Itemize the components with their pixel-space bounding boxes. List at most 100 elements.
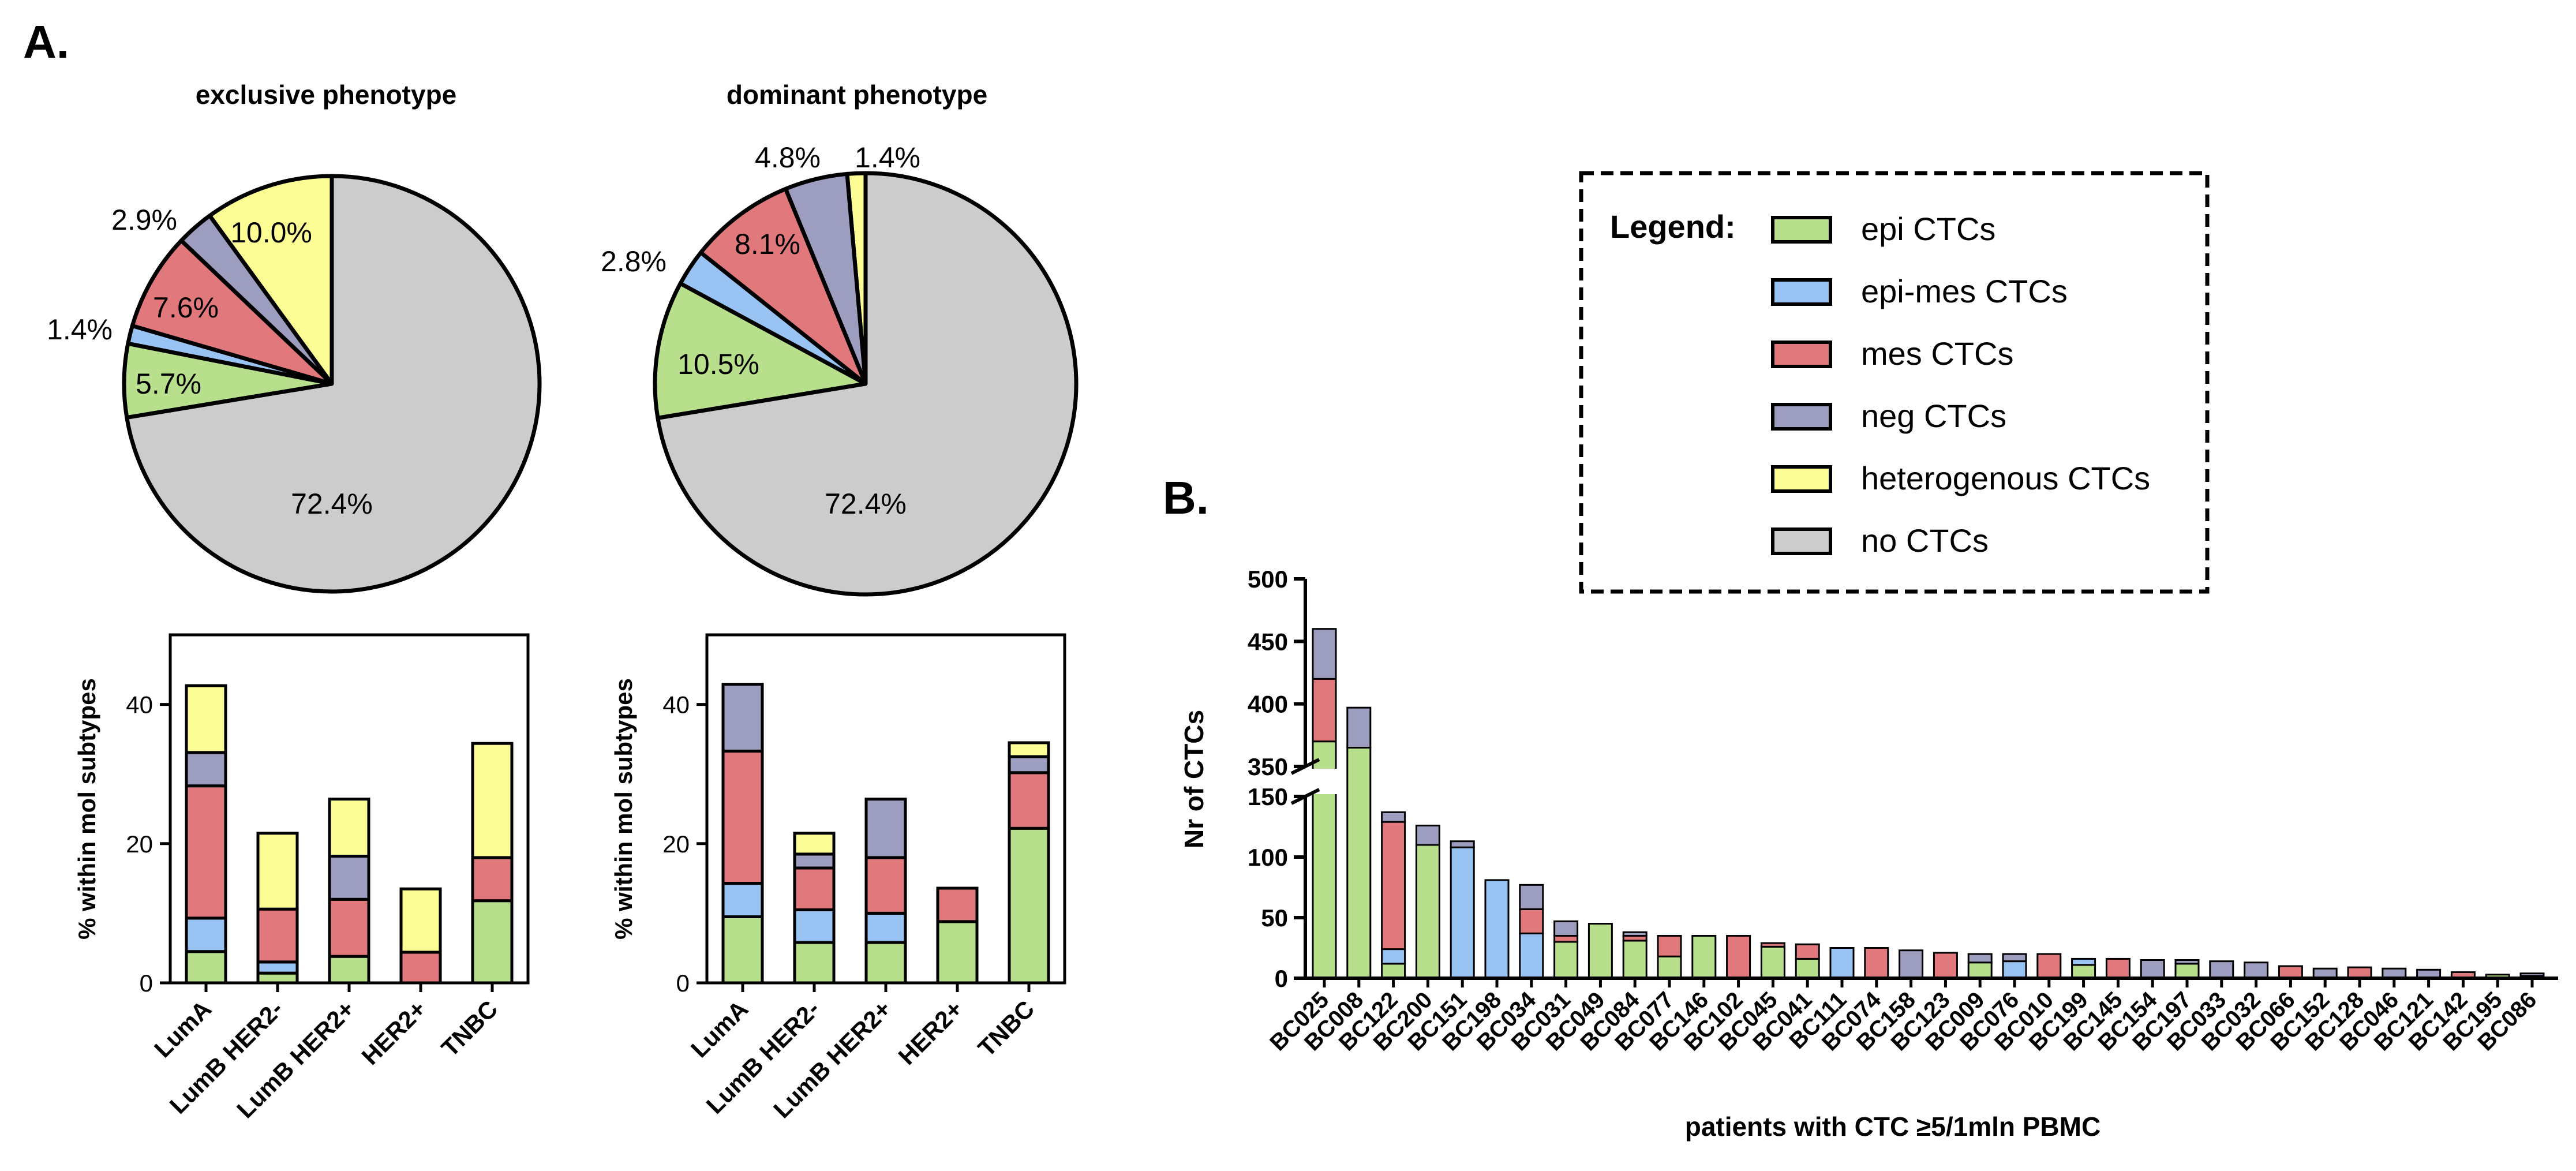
- bar-segment-het: [793, 832, 836, 856]
- pie-slice-none: [125, 174, 542, 594]
- pie-title: dominant phenotype: [727, 80, 987, 110]
- pie-slice-mes: [130, 238, 334, 386]
- bar-segment-epi: [864, 941, 907, 985]
- x-axis-label: patients with CTC ≥5/1mln PBMC: [1685, 1112, 2101, 1142]
- bar-segment-mes: [864, 856, 907, 915]
- bar-segment-neg: [2209, 960, 2234, 979]
- pie-chart-exclusive-phenotype: exclusive phenotype 10.0% 2.9% 7.6% 1.4% 5.7%…: [47, 80, 542, 594]
- bar-segment-epi: [721, 915, 764, 985]
- legend-title: Legend:: [1610, 208, 1736, 245]
- pie-chart-dominant-phenotype: dominant phenotype 1.4% 4.8% 8.1% 2.8% 10.5% 7…: [601, 80, 1079, 597]
- bar-segment-epimes: [1450, 846, 1475, 979]
- bar-segment-mes: [721, 749, 764, 885]
- bar-segment-epimes: [256, 960, 299, 975]
- bar-segment-epi: [1691, 935, 1717, 979]
- bar-segment-neg: [1008, 755, 1050, 775]
- y-tick-label: 40: [662, 691, 690, 719]
- bar-segment-mes: [1312, 678, 1337, 743]
- bar-segment-epi: [1967, 962, 1993, 979]
- pie-label-none: 72.4%: [291, 488, 373, 520]
- bar-segment-mes: [1008, 771, 1050, 830]
- y-tick-label: 100: [1248, 844, 1288, 871]
- bar-segment-neg: [1312, 628, 1337, 680]
- legend-swatch-het: [1771, 465, 1832, 493]
- bar-segment-mes: [1519, 908, 1544, 934]
- legend-box: Legend: epi CTCs epi-mes CTCs mes CTCs neg C…: [1579, 171, 2210, 594]
- y-tick-label: 0: [1275, 965, 1288, 992]
- legend-label-neg: neg CTCs: [1861, 398, 2006, 434]
- y-tick-label: 450: [1248, 628, 1288, 655]
- panel-label-b: B.: [1163, 472, 1209, 523]
- pie-title: exclusive phenotype: [196, 80, 457, 110]
- bar-segment-epi: [256, 971, 299, 985]
- bar-segment-neg: [1899, 949, 1924, 979]
- legend-swatch-epimes: [1771, 278, 1832, 306]
- bar-segment-neg: [2519, 972, 2545, 977]
- bar-segment-mes: [1864, 947, 1889, 979]
- bar-segment-neg: [1346, 706, 1372, 749]
- bar-segment-mes: [936, 886, 979, 923]
- pie-slice-none: [656, 171, 1079, 597]
- legend-swatch-mes: [1771, 341, 1832, 368]
- bar-segment-neg: [1519, 884, 1544, 910]
- bar-segment-epi: [1381, 963, 1406, 979]
- bar-segment-epi: [2071, 964, 2096, 979]
- bar-segment-epi: [936, 920, 979, 985]
- bar-segment-neg: [1553, 920, 1579, 937]
- bar-segment-epimes: [793, 908, 836, 944]
- pie-label-epi: 5.7%: [136, 368, 201, 400]
- x-tick-label: LumA: [149, 995, 216, 1062]
- bar-segment-epi: [1657, 955, 1682, 979]
- bar-segment-neg: [1450, 840, 1475, 848]
- bar-segment-het: [471, 742, 514, 859]
- bar-segment-epimes: [864, 911, 907, 944]
- y-tick-label: 0: [140, 970, 153, 997]
- bar-segment-mes: [2278, 965, 2303, 979]
- bar-segment-epi: [328, 955, 370, 985]
- bar-segment-epimes: [2002, 960, 2027, 979]
- bar-segment-mes: [185, 784, 227, 920]
- bar-segment-epi: [1622, 940, 1648, 979]
- bar-segment-neg: [864, 798, 907, 859]
- bar-segment-epimes: [721, 882, 764, 918]
- pie-slice-het: [207, 174, 334, 386]
- bar-segment-neg: [1622, 931, 1648, 937]
- bar-segment-epi: [1795, 957, 1820, 979]
- bar-segment-het: [1008, 741, 1050, 758]
- y-tick-label: 0: [676, 970, 690, 997]
- pie-slice-epi: [653, 281, 868, 420]
- bar-segment-neg: [185, 751, 227, 788]
- bar-segment-neg: [793, 852, 836, 870]
- legend-label-mes: mes CTCs: [1861, 335, 2013, 372]
- x-tick-label: TNBC: [973, 995, 1040, 1062]
- y-tick-label: 20: [662, 830, 690, 858]
- bar-segment-mes: [1553, 935, 1579, 943]
- x-tick-label: HER2+: [357, 995, 432, 1070]
- x-tick-label: TNBC: [436, 995, 503, 1062]
- x-tick-label: LumA: [686, 995, 753, 1062]
- bar-segment-epimes: [2071, 957, 2096, 966]
- bar-segment-epimes: [1484, 879, 1510, 979]
- legend-label-none: no CTCs: [1861, 522, 1989, 559]
- pie-label-het: 1.4%: [855, 141, 920, 174]
- bar-segment-mes: [2105, 957, 2131, 979]
- bar-segment-epi: [1415, 844, 1440, 979]
- bar-segment-het: [328, 798, 370, 858]
- legend-label-het: heterogenous CTCs: [1861, 460, 2150, 496]
- bar-segment-mes: [1760, 942, 1785, 948]
- bar-segment-het: [399, 887, 442, 954]
- bar-segment-mes: [399, 951, 442, 985]
- bar-segment-mes: [471, 856, 514, 903]
- bar-segment-mes: [1657, 935, 1682, 957]
- y-axis-label: % within mol subtypes: [73, 678, 100, 940]
- pie-label-epi: 10.5%: [677, 348, 759, 380]
- y-axis-label: % within mol subtypes: [610, 678, 637, 940]
- bar-segment-epimes: [1829, 947, 1855, 979]
- bar-segment-epi: [185, 950, 227, 985]
- bar-segment-mes: [1933, 952, 1958, 979]
- bar-segment-epi: [1346, 747, 1372, 979]
